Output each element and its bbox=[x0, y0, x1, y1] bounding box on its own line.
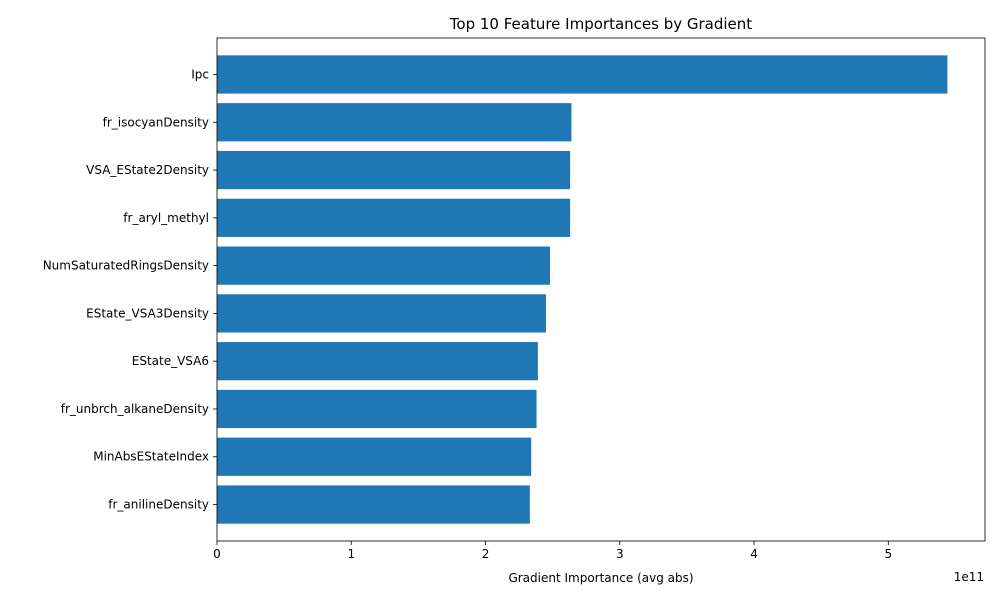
bar-2 bbox=[217, 103, 572, 142]
y-tick-label-5: NumSaturatedRingsDensity bbox=[43, 259, 209, 273]
x-axis-offset-label: 1e11 bbox=[954, 570, 984, 584]
x-tick-label-2: 2 bbox=[482, 547, 490, 561]
chart-title: Top 10 Feature Importances by Gradient bbox=[449, 15, 752, 33]
axes-layer: Ipc fr_isocyanDensity VSA_EState2Densityfr… bbox=[43, 37, 986, 561]
bar-10 bbox=[217, 485, 530, 524]
y-tick-label-1: Ipc bbox=[191, 67, 209, 81]
bar-4 bbox=[217, 198, 571, 237]
x-tick-label-4: 4 bbox=[750, 547, 758, 561]
y-tick-label-9: MinAbsEStateIndex bbox=[93, 450, 209, 464]
x-axis-label: Gradient Importance (avg abs) bbox=[508, 571, 693, 585]
y-tick-label-4: fr_aryl_methyl bbox=[123, 211, 209, 225]
y-tick-label-10: fr_anilineDensity bbox=[108, 498, 209, 512]
bars-layer bbox=[217, 55, 948, 524]
y-tick-label-7: EState_VSA6 bbox=[132, 354, 209, 368]
bar-7 bbox=[217, 342, 538, 381]
bar-8 bbox=[217, 389, 537, 429]
bar-6 bbox=[217, 294, 546, 333]
bar-5 bbox=[217, 246, 550, 285]
x-tick-label-5: 5 bbox=[885, 547, 893, 561]
y-tick-label-8: fr_unbrch_alkaneDensity bbox=[61, 402, 209, 416]
x-tick-label-3: 3 bbox=[616, 547, 624, 561]
plot-frame bbox=[216, 37, 986, 542]
x-tick-label-1: 1 bbox=[347, 547, 355, 561]
y-tick-label-2: fr_isocyanDensity bbox=[103, 115, 209, 129]
x-tick-label-0: 0 bbox=[213, 547, 221, 561]
bar-9 bbox=[217, 437, 532, 476]
y-tick-label-3: VSA_EState2Density bbox=[86, 163, 209, 177]
y-tick-label-6: EState_VSA3Density bbox=[86, 306, 209, 320]
bar-3 bbox=[217, 150, 571, 190]
bar-1 bbox=[217, 55, 948, 94]
